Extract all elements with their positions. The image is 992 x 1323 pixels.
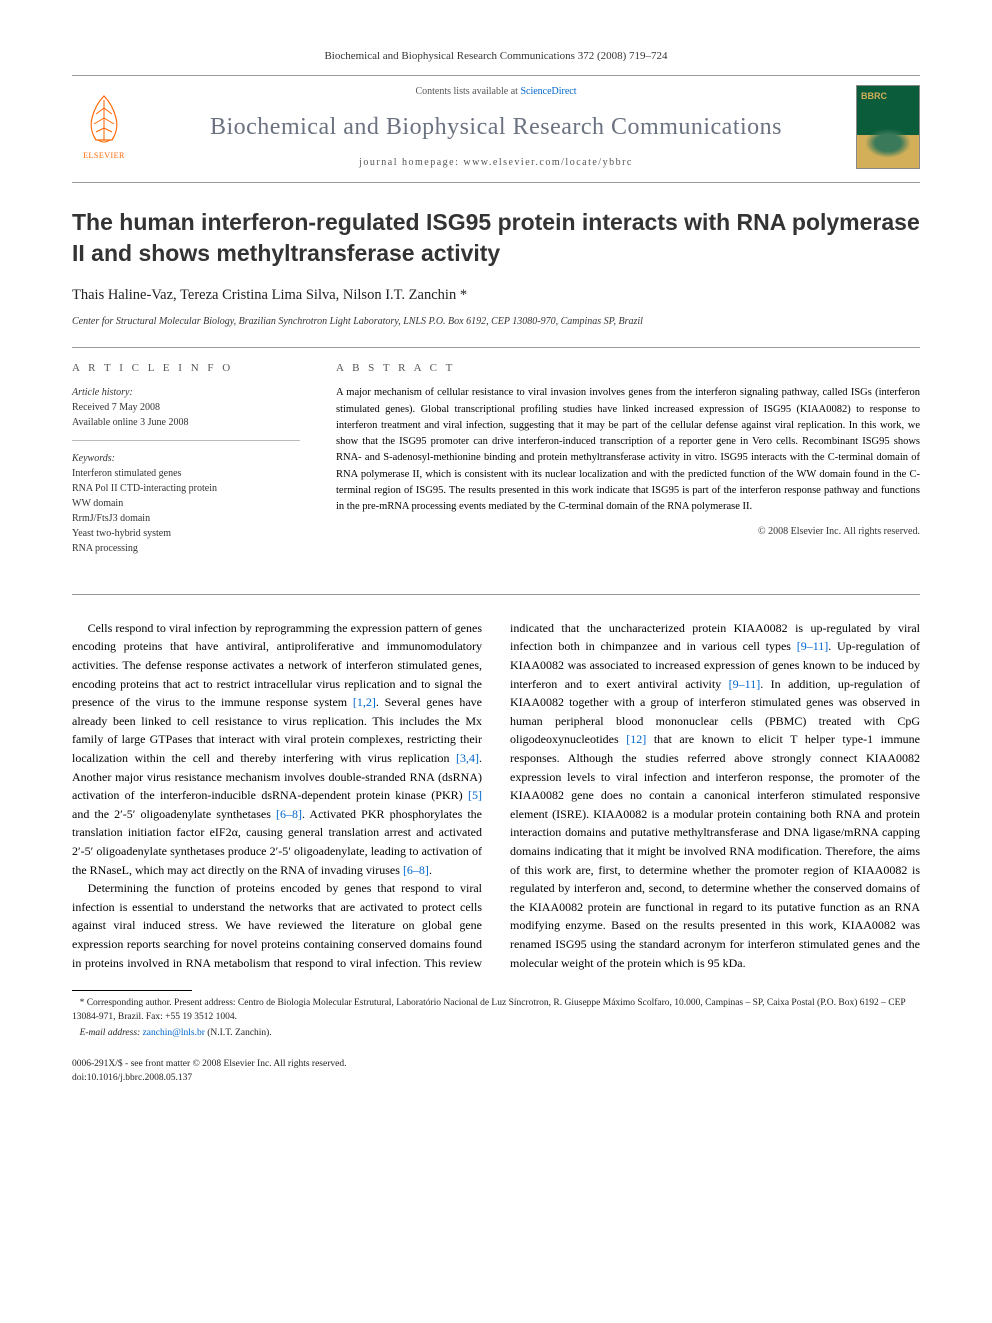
received-date: Received 7 May 2008 xyxy=(72,400,300,415)
ref-link[interactable]: [9–11] xyxy=(729,677,761,691)
keywords-block: Keywords: Interferon stimulated genes RN… xyxy=(72,451,300,566)
authors-line: Thais Haline-Vaz, Tereza Cristina Lima S… xyxy=(72,285,920,307)
divider xyxy=(72,594,920,595)
text: that are known to elicit T helper type-1… xyxy=(510,732,920,969)
online-date: Available online 3 June 2008 xyxy=(72,415,300,430)
email-label: E-mail address: xyxy=(80,1028,143,1038)
footnotes: * Corresponding author. Present address:… xyxy=(72,997,920,1040)
affiliation: Center for Structural Molecular Biology,… xyxy=(72,314,920,329)
paragraph: Cells respond to viral infection by repr… xyxy=(72,619,482,879)
keyword: RNA Pol II CTD-interacting protein xyxy=(72,481,300,496)
elsevier-logo: ELSEVIER xyxy=(72,87,136,167)
contents-prefix: Contents lists available at xyxy=(415,86,520,97)
journal-name: Biochemical and Biophysical Research Com… xyxy=(148,109,844,145)
email-note: E-mail address: zanchin@lnls.br (N.I.T. … xyxy=(72,1027,920,1041)
ref-link[interactable]: [6–8] xyxy=(403,863,429,877)
contents-line: Contents lists available at ScienceDirec… xyxy=(148,84,844,99)
journal-cover-thumb xyxy=(856,85,920,169)
keyword: RrmJ/FtsJ3 domain xyxy=(72,511,300,526)
article-title: The human interferon-regulated ISG95 pro… xyxy=(72,207,920,269)
front-matter: 0006-291X/$ - see front matter © 2008 El… xyxy=(72,1058,346,1071)
footer: 0006-291X/$ - see front matter © 2008 El… xyxy=(72,1058,920,1085)
abstract-copyright: © 2008 Elsevier Inc. All rights reserved… xyxy=(336,524,920,540)
banner-center: Contents lists available at ScienceDirec… xyxy=(148,84,844,170)
article-info-heading: A R T I C L E I N F O xyxy=(72,360,300,377)
tree-icon xyxy=(80,92,128,148)
ref-link[interactable]: [1,2] xyxy=(353,695,376,709)
ref-link[interactable]: [3,4] xyxy=(456,751,479,765)
history-label: Article history: xyxy=(72,385,300,400)
ref-link[interactable]: [9–11] xyxy=(797,639,829,653)
homepage-prefix: journal homepage: xyxy=(359,157,463,168)
article-info: A R T I C L E I N F O Article history: R… xyxy=(72,360,300,566)
divider xyxy=(72,347,920,348)
journal-banner: ELSEVIER Contents lists available at Sci… xyxy=(72,75,920,183)
homepage-line: journal homepage: www.elsevier.com/locat… xyxy=(148,155,844,170)
keyword: WW domain xyxy=(72,496,300,511)
sciencedirect-link[interactable]: ScienceDirect xyxy=(520,86,576,97)
footnote-separator xyxy=(72,990,192,991)
keyword: RNA processing xyxy=(72,541,300,556)
ref-link[interactable]: [5] xyxy=(468,788,482,802)
email-suffix: (N.I.T. Zanchin). xyxy=(205,1028,272,1038)
elsevier-label: ELSEVIER xyxy=(83,150,125,162)
ref-link[interactable]: [12] xyxy=(626,732,646,746)
abstract-heading: A B S T R A C T xyxy=(336,360,920,377)
email-link[interactable]: zanchin@lnls.br xyxy=(143,1028,205,1038)
abstract-text: A major mechanism of cellular resistance… xyxy=(336,385,920,515)
text: . xyxy=(429,863,432,877)
text: and the 2′-5′ oligoadenylate synthetases xyxy=(72,807,276,821)
corresponding-author-note: * Corresponding author. Present address:… xyxy=(72,997,920,1025)
keyword: Yeast two-hybrid system xyxy=(72,526,300,541)
info-abstract-row: A R T I C L E I N F O Article history: R… xyxy=(72,360,920,566)
keyword: Interferon stimulated genes xyxy=(72,466,300,481)
header-citation: Biochemical and Biophysical Research Com… xyxy=(72,48,920,65)
homepage-url: www.elsevier.com/locate/ybbrc xyxy=(463,157,632,168)
body-text: Cells respond to viral infection by repr… xyxy=(72,619,920,972)
history-block: Article history: Received 7 May 2008 Ava… xyxy=(72,385,300,441)
ref-link[interactable]: [6–8] xyxy=(276,807,302,821)
keywords-label: Keywords: xyxy=(72,451,300,466)
abstract: A B S T R A C T A major mechanism of cel… xyxy=(336,360,920,566)
doi: doi:10.1016/j.bbrc.2008.05.137 xyxy=(72,1072,346,1085)
footer-left: 0006-291X/$ - see front matter © 2008 El… xyxy=(72,1058,346,1085)
